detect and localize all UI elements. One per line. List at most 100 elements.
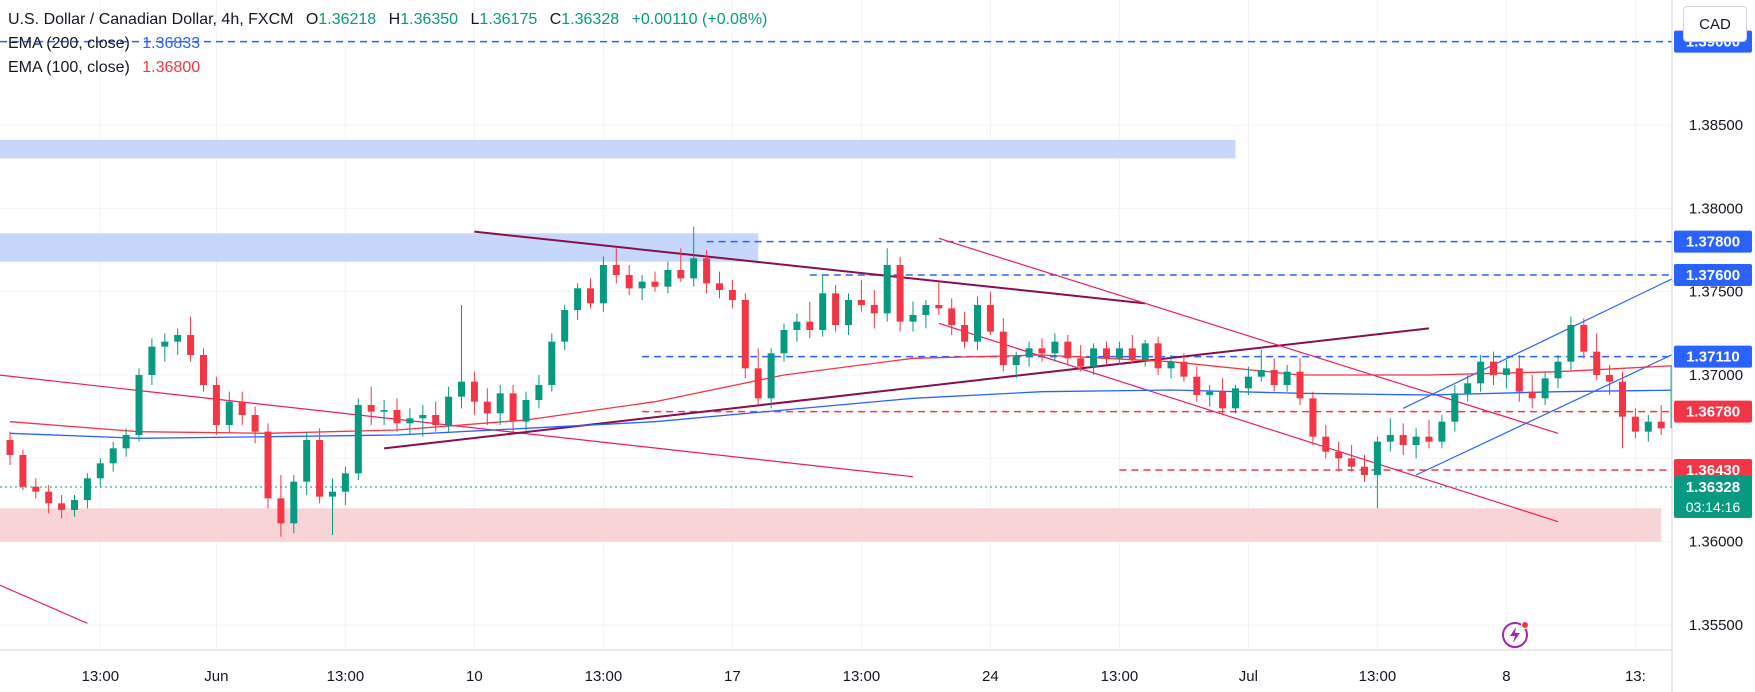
price-level-badge: [1674, 264, 1752, 286]
candle-body: [1167, 361, 1175, 369]
time-tick-label: 13:00: [1359, 668, 1397, 685]
candle-body: [974, 305, 981, 342]
ema200-label[interactable]: EMA (200, close): [8, 35, 130, 52]
candle-body: [1309, 398, 1317, 437]
candle-body: [651, 281, 659, 287]
lightning-icon[interactable]: [1500, 620, 1530, 650]
time-axis[interactable]: 13:00 Jun 13:00 10 13:00 17 13:00 24 13:00 Jul 13:…: [0, 649, 1672, 685]
candle-body: [909, 315, 917, 322]
candle-body: [1232, 388, 1239, 409]
candle-body: [1490, 361, 1497, 375]
candle-body: [1515, 368, 1523, 392]
candle-body: [341, 473, 349, 492]
ema200-legend-row[interactable]: EMA (200, close) 1.36833: [8, 32, 775, 56]
time-tick-label: 8: [1502, 668, 1510, 685]
candle: [870, 290, 878, 329]
symbol-title[interactable]: U.S. Dollar / Canadian Dollar, 4h, FXCM: [8, 11, 294, 28]
candle: [1064, 335, 1072, 365]
candle: [961, 311, 969, 349]
price-axis[interactable]: 1.38500 1.38000 1.37500 1.37000 1.36000 1.355…: [1671, 0, 1755, 692]
candle: [1180, 353, 1188, 382]
ema200-line: [9, 389, 1755, 439]
candle: [1090, 343, 1098, 375]
candle-body: [561, 310, 569, 342]
candle: [83, 473, 91, 509]
chart-legend: U.S. Dollar / Canadian Dollar, 4h, FXCM …: [8, 8, 775, 80]
candle: [1077, 345, 1085, 372]
price-level-badge: [1674, 345, 1752, 368]
candle: [999, 318, 1007, 372]
candle-body: [986, 305, 994, 332]
candle-body: [1412, 436, 1420, 445]
candle: [974, 296, 981, 350]
candle-body: [432, 415, 440, 425]
candle-body: [1296, 371, 1304, 399]
candle-body: [883, 265, 891, 314]
candle: [380, 400, 388, 425]
candle: [1528, 375, 1536, 409]
symbol-legend-row[interactable]: U.S. Dollar / Canadian Dollar, 4h, FXCM …: [8, 8, 775, 32]
candle: [277, 475, 285, 537]
candle-body: [354, 405, 362, 474]
candle: [122, 428, 130, 457]
candle-body: [32, 486, 40, 492]
candle-body: [238, 401, 246, 415]
candle-body: [1373, 441, 1381, 475]
candle-body: [251, 415, 259, 432]
ohlc-close: C1.36328: [549, 11, 620, 28]
candle: [883, 248, 891, 322]
time-tick-label: 13:: [1625, 668, 1646, 685]
time-tick-label: 13:00: [327, 668, 365, 685]
candle: [922, 300, 930, 329]
candle: [1412, 428, 1420, 459]
candle: [1464, 375, 1472, 402]
candle: [329, 478, 336, 535]
currency-button[interactable]: CAD: [1683, 6, 1747, 42]
time-tick-label: 13:00: [843, 668, 881, 685]
candle: [703, 250, 711, 294]
candle-body: [1270, 370, 1278, 385]
candle: [445, 386, 453, 432]
candle-body: [212, 385, 220, 425]
candle-body: [780, 330, 788, 354]
candle-body: [161, 341, 169, 347]
candle-body: [1090, 348, 1098, 367]
candle-body: [1077, 358, 1085, 367]
candle-body: [1580, 325, 1588, 352]
candle: [845, 293, 852, 335]
price-zone: [0, 140, 1236, 159]
trendline: [1415, 341, 1701, 476]
candle: [754, 348, 762, 405]
price-tick-label: 1.37000: [1689, 367, 1743, 384]
candle: [1580, 318, 1588, 359]
candle: [574, 283, 582, 320]
ema200-value: 1.36833: [142, 35, 201, 52]
candle-body: [483, 401, 491, 414]
ema100-legend-row[interactable]: EMA (100, close) 1.36800: [8, 56, 775, 80]
candle: [71, 495, 78, 517]
candle-body: [71, 500, 78, 510]
candle: [148, 338, 156, 385]
candle: [19, 450, 27, 490]
candle: [1425, 420, 1433, 449]
candle-body: [857, 300, 865, 305]
ema100-label[interactable]: EMA (100, close): [8, 59, 130, 76]
candle: [58, 495, 66, 519]
candle: [1128, 335, 1136, 364]
candle-body: [961, 325, 969, 342]
candle-body: [1451, 393, 1459, 422]
candle-body: [1348, 458, 1356, 467]
candle: [1283, 365, 1291, 392]
candle: [1515, 355, 1523, 402]
candle: [470, 371, 478, 415]
candle-body: [535, 385, 543, 400]
candle-body: [419, 415, 427, 419]
price-zone: [0, 233, 759, 262]
candle-body: [935, 305, 943, 309]
candle-body: [999, 331, 1007, 365]
candle: [1593, 333, 1601, 380]
candle: [548, 333, 556, 392]
candle-body: [1128, 348, 1136, 360]
candle-body: [664, 270, 672, 287]
